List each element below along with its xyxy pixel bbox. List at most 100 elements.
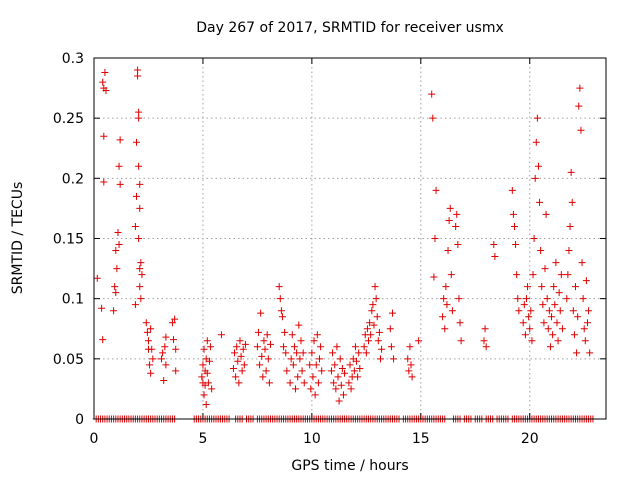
data-point (538, 283, 546, 291)
data-point (558, 325, 566, 333)
data-point (338, 364, 346, 372)
data-point (453, 210, 461, 218)
data-point (327, 367, 335, 375)
data-point (263, 331, 271, 339)
data-point (306, 361, 314, 369)
data-point (367, 331, 375, 339)
data-point (298, 367, 306, 375)
data-point (239, 345, 247, 353)
data-point (537, 247, 545, 255)
data-point (290, 343, 298, 351)
plot-frame (93, 57, 607, 420)
data-point (313, 331, 321, 339)
data-point (335, 397, 343, 405)
data-point (336, 355, 344, 363)
data-point (334, 373, 342, 381)
data-point (232, 373, 240, 381)
data-point (200, 391, 208, 399)
data-point (98, 304, 106, 312)
data-point (112, 247, 120, 255)
data-point (202, 401, 210, 409)
data-point (510, 222, 518, 230)
data-point (432, 186, 440, 194)
data-point (311, 391, 319, 399)
data-point (525, 313, 533, 321)
data-point (332, 385, 340, 393)
data-point (353, 357, 361, 365)
data-point (135, 108, 143, 116)
data-point (131, 301, 139, 309)
data-point (447, 271, 455, 279)
data-point (135, 114, 143, 122)
data-point (142, 319, 150, 327)
data-point (563, 295, 571, 303)
data-point (100, 178, 108, 186)
data-point (571, 283, 579, 291)
data-point (204, 379, 212, 387)
data-point (307, 385, 315, 393)
data-point (355, 349, 363, 357)
data-point (444, 247, 452, 255)
y-tick-label: 0.3 (62, 51, 84, 67)
data-point (233, 343, 241, 351)
data-point (238, 367, 246, 375)
x-axis-label: GPS time / hours (291, 458, 408, 474)
data-point (366, 319, 374, 327)
data-point (131, 222, 139, 230)
data-point (531, 174, 539, 182)
data-point (546, 343, 554, 351)
data-point (258, 352, 266, 360)
data-point (365, 337, 373, 345)
data-point (347, 385, 355, 393)
data-point (116, 180, 124, 188)
data-point (236, 337, 244, 345)
data-point (567, 168, 575, 176)
data-point (147, 369, 155, 377)
x-tick-label: 10 (303, 431, 321, 447)
data-point (266, 340, 274, 348)
data-point (539, 301, 547, 309)
data-point (111, 283, 119, 291)
data-point (329, 349, 337, 357)
data-point (275, 283, 283, 291)
data-point (277, 307, 285, 315)
data-point (144, 337, 152, 345)
data-point (552, 259, 560, 267)
data-point (136, 265, 144, 273)
data-point (134, 66, 142, 74)
data-point (377, 355, 385, 363)
data-point (289, 361, 297, 369)
data-point (102, 86, 110, 94)
data-point (480, 337, 488, 345)
data-point (158, 355, 166, 363)
data-point (374, 337, 382, 345)
data-point (532, 138, 540, 146)
data-point (345, 379, 353, 387)
y-tick-label: 0.05 (53, 352, 84, 368)
data-point (553, 319, 561, 327)
data-point (241, 340, 249, 348)
data-point (428, 90, 436, 98)
data-point (431, 235, 439, 242)
data-point (115, 162, 123, 170)
data-point (529, 271, 537, 279)
data-point (373, 313, 381, 321)
data-point (314, 379, 322, 387)
data-point (527, 307, 535, 315)
data-point (372, 295, 380, 303)
data-point (299, 349, 307, 357)
data-point (337, 381, 345, 389)
data-point (254, 328, 262, 336)
data-point (136, 283, 144, 291)
data-point (454, 241, 462, 249)
data-point (508, 186, 516, 194)
data-point (207, 343, 215, 351)
data-point (160, 376, 168, 384)
data-point (543, 295, 551, 303)
data-point (574, 313, 582, 321)
data-point (293, 349, 301, 357)
data-point (203, 337, 211, 345)
data-point (168, 319, 176, 327)
data-point (148, 345, 156, 353)
data-point (137, 259, 145, 267)
